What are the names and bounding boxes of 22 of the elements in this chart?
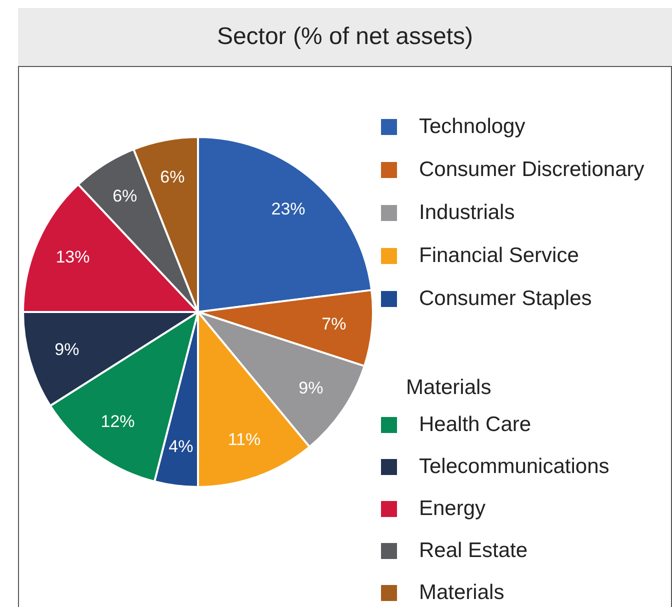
legend-label: Financial Service xyxy=(419,244,579,268)
legend-label: Consumer Staples xyxy=(419,287,592,311)
legend-label: Energy xyxy=(419,497,486,521)
legend-label: Health Care xyxy=(419,413,532,437)
data-label: 9% xyxy=(54,340,80,359)
legend-label: Real Estate xyxy=(419,539,528,563)
data-label: 4% xyxy=(168,437,194,456)
legend-label: Technology xyxy=(419,115,526,139)
data-label: 23% xyxy=(271,199,306,218)
legend-label: Materials xyxy=(419,581,504,605)
data-label: 6% xyxy=(160,168,185,187)
data-label: 12% xyxy=(100,412,135,432)
chart-title: Sector (% of net assets) xyxy=(18,8,672,67)
data-label: 9% xyxy=(298,378,324,398)
legend-label: Industrials xyxy=(419,201,515,225)
data-label: 7% xyxy=(322,314,346,334)
legend-label: Consumer Discretionary xyxy=(419,158,644,182)
data-label: 6% xyxy=(112,186,138,206)
text: Materials xyxy=(406,376,492,400)
legend-label: Telecommunications xyxy=(419,455,610,479)
data-label: 13% xyxy=(56,247,90,266)
data-label: 11% xyxy=(228,430,261,450)
